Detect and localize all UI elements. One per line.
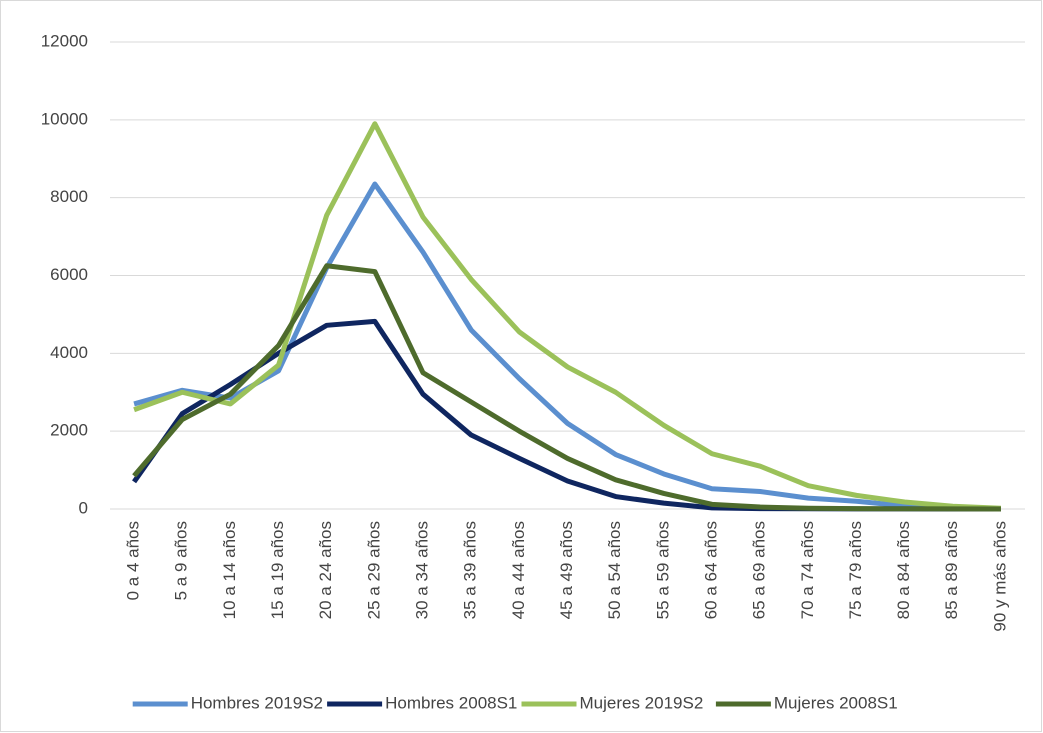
x-tick-label: 55 a 59 años [653,521,672,619]
x-tick-label: 25 a 29 años [364,521,383,619]
series-line [133,181,1001,512]
x-tick-label: 90 y más años [990,521,1009,632]
y-tick-label: 4000 [50,343,88,362]
x-tick-label: 45 a 49 años [557,521,576,619]
legend-label: Mujeres 2019S2 [580,693,704,712]
y-tick-label: 0 [79,498,88,517]
legend-label: Hombres 2019S2 [191,693,323,712]
x-tick-label: 40 a 44 años [509,521,528,619]
x-tick-label: 80 a 84 años [894,521,913,619]
series-line [132,263,1001,512]
x-tick-label: 10 a 14 años [220,521,239,619]
y-tick-label: 2000 [50,421,88,440]
x-tick-label: 75 a 79 años [846,521,865,619]
x-tick-label: 35 a 39 años [461,521,480,619]
x-tick-label: 20 a 24 años [316,521,335,619]
x-tick-label: 65 a 69 años [750,521,769,619]
y-tick-label: 6000 [50,265,88,284]
y-tick-label: 10000 [41,109,88,128]
y-tick-label: 8000 [50,187,88,206]
y-tick-label: 12000 [41,31,88,50]
x-tick-label: 85 a 89 años [942,521,961,619]
x-tick-label: 60 a 64 años [701,521,720,619]
series-line [133,121,1002,511]
legend-label: Mujeres 2008S1 [774,693,898,712]
x-tick-label: 15 a 19 años [268,521,287,619]
x-tick-label: 30 a 34 años [413,521,432,619]
x-tick-label: 5 a 9 años [172,521,191,600]
x-tick-label: 0 a 4 años [124,521,143,600]
legend-label: Hombres 2008S1 [385,693,517,712]
x-tick-label: 50 a 54 años [605,521,624,619]
x-tick-label: 70 a 74 años [798,521,817,619]
